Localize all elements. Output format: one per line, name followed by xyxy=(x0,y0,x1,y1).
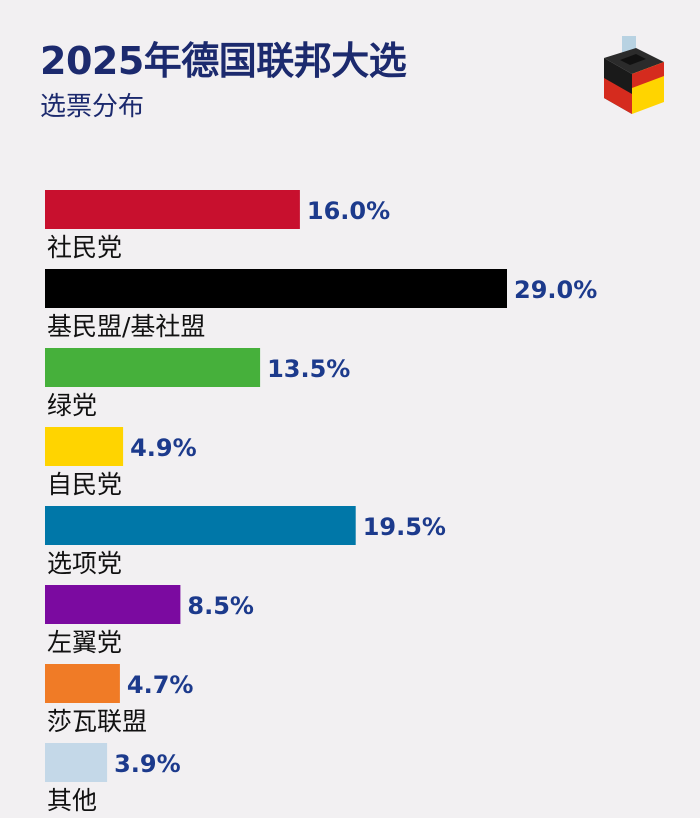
value-label: 4.7% xyxy=(127,671,194,699)
category-label: 基民盟/基社盟 xyxy=(47,312,205,341)
bar xyxy=(45,269,507,308)
bar xyxy=(45,190,300,229)
chart-title: 2025年德国联邦大选 xyxy=(40,39,407,83)
bar xyxy=(45,743,108,782)
category-label: 绿党 xyxy=(47,391,97,420)
value-label: 4.9% xyxy=(130,434,197,462)
value-label: 16.0% xyxy=(307,197,390,225)
category-label: 左翼党 xyxy=(47,628,122,657)
bar xyxy=(45,664,120,703)
category-label: 自民党 xyxy=(47,470,122,499)
category-label: 选项党 xyxy=(47,549,122,578)
bar xyxy=(45,427,124,466)
value-label: 29.0% xyxy=(514,276,597,304)
chart-subtitle: 选票分布 xyxy=(40,92,145,122)
category-label: 莎瓦联盟 xyxy=(47,707,147,736)
ballot-box-icon xyxy=(604,36,664,114)
bar xyxy=(45,348,261,387)
value-label: 3.9% xyxy=(114,750,181,778)
value-label: 19.5% xyxy=(363,513,446,541)
value-label: 8.5% xyxy=(187,592,254,620)
bar xyxy=(45,506,356,545)
category-label: 其他 xyxy=(47,786,97,815)
value-label: 13.5% xyxy=(267,355,350,383)
category-label: 社民党 xyxy=(47,233,122,262)
bar xyxy=(45,585,181,624)
